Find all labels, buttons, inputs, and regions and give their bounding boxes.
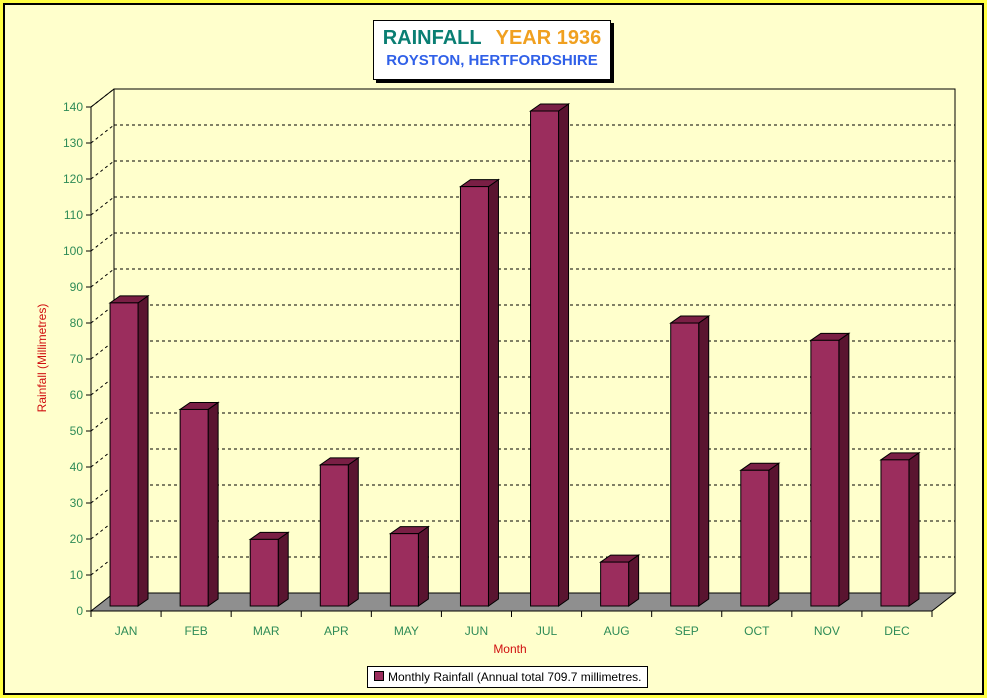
bar-side <box>207 401 219 607</box>
bar-front <box>670 322 700 607</box>
x-axis-title: Month <box>493 642 526 656</box>
bar-front <box>600 561 630 607</box>
bar-front <box>880 459 910 607</box>
bar-front <box>389 533 419 607</box>
y-axis-title: Rainfall (Millimetres) <box>35 304 49 413</box>
bar-front <box>530 110 560 607</box>
bar-side <box>417 525 429 607</box>
bar-front <box>740 469 770 607</box>
bar-side <box>137 294 149 607</box>
x-tick-label: OCT <box>744 624 770 638</box>
bar <box>318 456 360 607</box>
x-tick-label: MAR <box>253 624 280 638</box>
gridline-side <box>90 196 115 216</box>
bar <box>108 294 150 607</box>
legend-swatch <box>374 671 384 681</box>
x-tick-label: FEB <box>184 624 207 638</box>
x-tick-label: JUL <box>536 624 558 638</box>
y-tick-label: 70 <box>70 352 84 366</box>
chart-title-box: RAINFALL YEAR 1936 ROYSTON, HERTFORDSHIRE <box>373 20 611 80</box>
bars <box>108 103 921 607</box>
y-tick-label: 80 <box>70 316 84 330</box>
bar <box>669 315 711 607</box>
x-tick-label: SEP <box>675 624 699 638</box>
x-tick-label: JUN <box>465 624 488 638</box>
bar-front <box>810 339 840 607</box>
bar <box>879 451 921 607</box>
bar-side <box>487 178 499 607</box>
y-tick-label: 10 <box>70 568 84 582</box>
gridline-side <box>90 160 115 180</box>
bar-side <box>558 103 570 607</box>
y-tick-label: 130 <box>63 136 83 150</box>
x-tick-label: DEC <box>884 624 910 638</box>
y-tick-label: 40 <box>70 460 84 474</box>
y-tick-label: 100 <box>63 244 83 258</box>
gridline-side <box>90 124 115 144</box>
x-tick-label: AUG <box>604 624 630 638</box>
x-tick-label: MAY <box>394 624 419 638</box>
bar-side <box>347 456 359 607</box>
x-tick-label: JAN <box>115 624 138 638</box>
bar-front <box>249 538 279 607</box>
bar-front <box>179 408 209 607</box>
gridline-side <box>90 232 115 252</box>
bar-front <box>109 302 139 607</box>
x-axis: JAN FEB MAR APR MAY JUN JUL AUG SEP OCT NOV DEC <box>90 610 933 638</box>
x-tick-label: NOV <box>814 624 840 638</box>
bar <box>599 554 641 607</box>
bar-front <box>459 186 489 607</box>
bar <box>528 103 571 607</box>
bar-side <box>698 315 710 607</box>
bar-front <box>319 464 349 607</box>
y-axis: 0 10 20 30 40 50 60 70 80 90 100 110 120 130 140 <box>63 100 91 618</box>
bar-side <box>838 332 850 607</box>
gridline-side <box>90 268 115 288</box>
y-tick-label: 140 <box>63 100 83 114</box>
y-tick-label: 50 <box>70 424 84 438</box>
chart-title-line: RAINFALL YEAR 1936 <box>374 27 610 50</box>
bar-side <box>277 531 289 607</box>
y-tick-label: 0 <box>76 604 83 618</box>
bar-side <box>768 462 780 607</box>
chart-title: RAINFALL <box>382 27 482 49</box>
legend-label: Monthly Rainfall (Annual total 709.7 mil… <box>388 670 642 684</box>
y-tick-label: 20 <box>70 532 84 546</box>
bar-side <box>628 554 640 607</box>
bar <box>739 462 781 607</box>
x-tick-label: APR <box>324 624 349 638</box>
bar <box>178 401 220 607</box>
bar <box>809 332 851 607</box>
bar <box>388 525 430 607</box>
y-tick-label: 30 <box>70 496 84 510</box>
chart-title-year: YEAR 1936 <box>495 27 602 49</box>
y-tick-label: 110 <box>64 208 83 222</box>
chart-subtitle: ROYSTON, HERTFORDSHIRE <box>386 52 598 69</box>
gridline-side <box>90 88 115 108</box>
legend: Monthly Rainfall (Annual total 709.7 mil… <box>367 666 649 688</box>
y-tick-label: 60 <box>70 388 84 402</box>
bar <box>248 531 290 607</box>
bar <box>458 178 501 607</box>
y-tick-label: 120 <box>63 172 83 186</box>
y-tick-label: 90 <box>70 280 84 294</box>
bar-side <box>908 451 920 607</box>
